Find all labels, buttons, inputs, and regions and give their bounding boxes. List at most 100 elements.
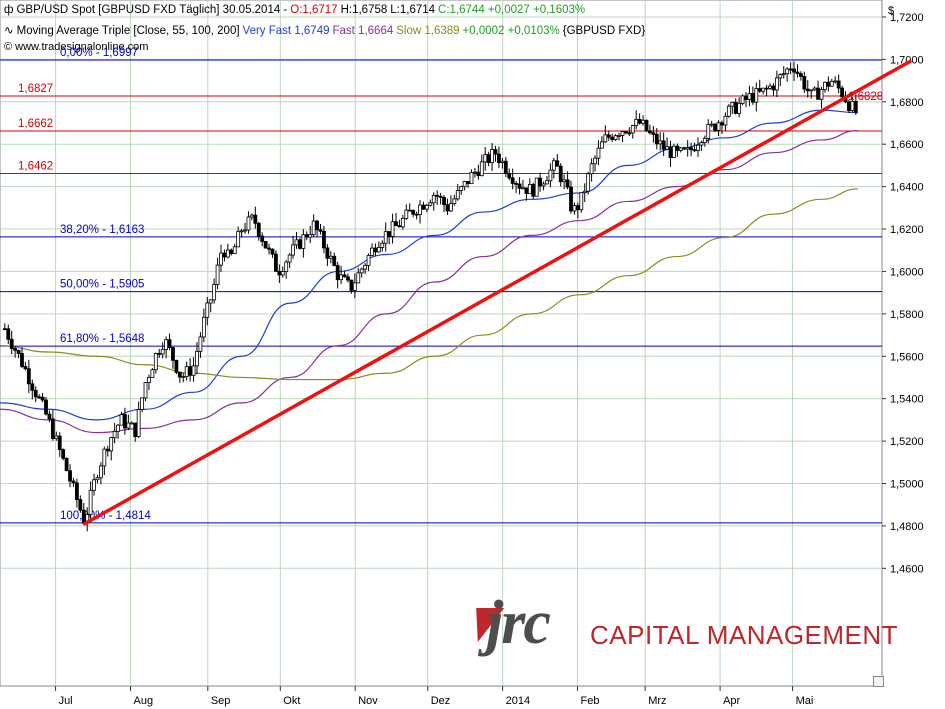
candle-body xyxy=(383,231,388,244)
candle-body xyxy=(565,179,570,188)
candle-body xyxy=(400,218,405,228)
candle-body xyxy=(493,149,498,155)
candle-body xyxy=(167,339,172,348)
candle-body xyxy=(596,147,601,159)
candle-body xyxy=(263,241,268,249)
candle-body xyxy=(521,187,525,190)
candle-body xyxy=(328,255,333,259)
candle-body xyxy=(394,221,398,227)
candle-body xyxy=(582,190,587,194)
logo-text: CAPITAL MANAGEMENT xyxy=(590,620,899,650)
candle-body xyxy=(174,359,179,373)
candle-body xyxy=(219,252,223,266)
candle-body xyxy=(799,73,803,77)
resize-grip-icon[interactable] xyxy=(873,676,884,687)
candle-body xyxy=(23,366,28,370)
candle-body xyxy=(702,138,707,144)
candle-body xyxy=(191,365,196,376)
candle-body xyxy=(744,95,748,100)
candle-body xyxy=(634,118,639,126)
candle-body xyxy=(534,177,539,197)
candle-body xyxy=(318,229,323,232)
candle-body xyxy=(195,350,199,367)
candle-body xyxy=(747,93,752,100)
candle-body xyxy=(370,247,374,256)
candle-body xyxy=(260,235,265,242)
candle-body xyxy=(325,247,330,259)
candle-body xyxy=(524,187,529,194)
candle-body xyxy=(541,183,546,187)
candle-body xyxy=(102,448,107,467)
candle-body xyxy=(757,88,762,92)
candle-body xyxy=(431,194,436,204)
candle-body xyxy=(716,122,721,131)
candle-body xyxy=(572,205,577,212)
candle-body xyxy=(469,171,474,185)
candle-body xyxy=(232,246,237,255)
candle-body xyxy=(510,177,515,184)
candle-body xyxy=(836,80,841,89)
candle-body xyxy=(308,234,313,238)
candle-body xyxy=(37,396,42,399)
candle-body xyxy=(452,198,457,205)
candle-body xyxy=(792,68,796,73)
candle-body xyxy=(88,489,93,515)
bar-chart-icon: ф xyxy=(4,4,14,16)
fib-level-label: 38,20% - 1,6163 xyxy=(60,224,144,236)
candle-body xyxy=(407,209,412,212)
candle-body xyxy=(816,87,820,100)
candle-body xyxy=(116,424,120,432)
candle-body xyxy=(449,203,453,212)
candle-body xyxy=(201,316,206,338)
candle-body xyxy=(720,122,724,126)
candle-body xyxy=(713,123,718,131)
moving-average-line-3 xyxy=(0,188,858,381)
open-value: O:1,6717 xyxy=(290,4,338,16)
high-value: H:1,6758 xyxy=(340,4,388,16)
candle-body xyxy=(181,376,186,378)
candle-body xyxy=(95,477,100,481)
candle-body xyxy=(637,118,642,124)
candle-body xyxy=(503,160,508,174)
candle-body xyxy=(696,144,700,151)
candle-body xyxy=(795,71,800,75)
candle-body xyxy=(428,202,433,206)
candle-body xyxy=(311,220,316,236)
candle-body xyxy=(246,216,251,231)
y-tick-label: 1,5200 xyxy=(890,436,924,448)
candle-body xyxy=(123,414,127,429)
candle-body xyxy=(342,274,347,278)
x-tick-label: Apr xyxy=(723,695,740,707)
candle-body xyxy=(737,102,742,114)
candle-body xyxy=(689,147,694,151)
candle-body xyxy=(363,264,368,270)
candle-body xyxy=(356,272,361,284)
candle-body xyxy=(171,347,175,361)
candle-body xyxy=(126,422,131,429)
candle-body xyxy=(239,230,244,233)
candle-body xyxy=(133,422,138,438)
candle-body xyxy=(641,119,645,124)
candle-body xyxy=(630,125,635,134)
header-moving-average: ∿ Moving Average Triple [Close, 55, 100, … xyxy=(4,23,648,37)
support-trendline xyxy=(82,59,912,526)
candle-body xyxy=(397,225,402,228)
candle-body xyxy=(2,328,7,331)
candle-body xyxy=(390,221,395,237)
candle-body xyxy=(771,85,776,91)
candle-body xyxy=(105,448,110,452)
x-tick-label: 2014 xyxy=(506,695,530,707)
candle-body xyxy=(620,131,625,136)
candle-body xyxy=(654,133,659,145)
candle-body xyxy=(483,154,488,163)
candle-body xyxy=(47,413,52,420)
x-tick-label: Mrz xyxy=(648,695,666,707)
y-tick-label: 1,6400 xyxy=(890,182,924,194)
candle-body xyxy=(593,157,597,165)
candle-body xyxy=(236,230,241,248)
y-tick-label: 1,4600 xyxy=(890,563,924,575)
candle-body xyxy=(140,397,144,410)
candle-body xyxy=(212,284,217,301)
candle-body xyxy=(812,87,817,91)
